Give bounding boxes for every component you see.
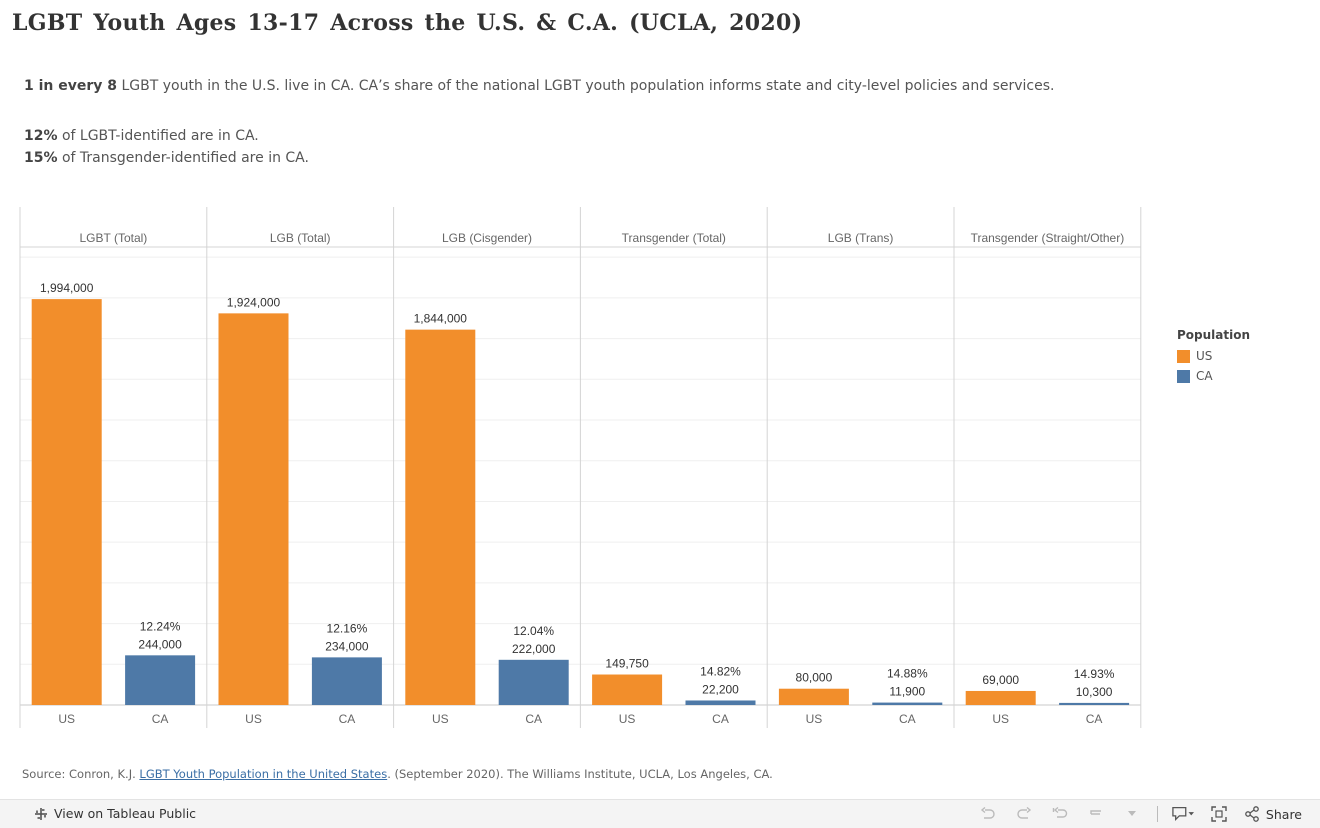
x-tick-label-ca: CA: [1086, 712, 1103, 726]
data-label-us: 149,750: [605, 657, 649, 671]
tableau-logo-icon: [35, 807, 47, 820]
share-icon: [1245, 806, 1259, 822]
stat-transgender-text: of Transgender-identified are in CA.: [57, 150, 309, 166]
source-link[interactable]: LGBT Youth Population in the United Stat…: [139, 767, 388, 781]
undo-icon[interactable]: [977, 804, 999, 824]
legend-label-us: US: [1196, 349, 1213, 363]
bar-ca: [685, 700, 756, 705]
view-on-tableau-button[interactable]: View on Tableau Public: [34, 806, 196, 821]
stat-lgbt-pct: 12%: [24, 128, 58, 144]
dashboard-title: LGBT Youth Ages 13-17 Across the U.S. & …: [12, 10, 803, 36]
data-label-ca-pct: 12.04%: [513, 624, 554, 638]
data-label-ca: 22,200: [702, 682, 739, 696]
data-label-us: 1,844,000: [414, 312, 468, 326]
data-label-ca-pct: 12.16%: [327, 621, 368, 635]
chevron-down-icon[interactable]: [1121, 804, 1143, 824]
legend-item-us[interactable]: US: [1177, 346, 1250, 366]
refresh-icon[interactable]: [1085, 804, 1107, 824]
revert-icon[interactable]: [1049, 804, 1071, 824]
panel-header-label: LGB (Cisgender): [442, 231, 532, 245]
legend-swatch-ca: [1177, 369, 1190, 383]
data-label-ca-pct: 14.82%: [700, 664, 741, 678]
share-label: Share: [1265, 806, 1302, 822]
x-tick-label-us: US: [58, 712, 75, 726]
data-label-ca-pct: 14.93%: [1074, 667, 1115, 681]
legend-label-ca: CA: [1196, 369, 1213, 383]
legend-item-ca[interactable]: CA: [1177, 366, 1250, 386]
panel-header-label: LGBT (Total): [79, 231, 147, 245]
data-label-ca-pct: 12.24%: [140, 619, 181, 633]
bar-chart: LGBT (Total) 1,994,000 244,000 12.24% US CA LG…: [19, 207, 1142, 728]
bar-ca: [498, 659, 569, 705]
legend: Population US CA: [1177, 328, 1250, 386]
stat-lgbt-text: of LGBT-identified are in CA.: [57, 128, 259, 144]
data-label-us: 1,924,000: [227, 295, 281, 309]
source-citation: Source: Conron, K.J. LGBT Youth Populati…: [22, 767, 773, 781]
x-tick-label-us: US: [245, 712, 262, 726]
x-tick-label-us: US: [619, 712, 636, 726]
data-label-us: 69,000: [982, 673, 1019, 687]
x-tick-label-ca: CA: [525, 712, 542, 726]
panel-header-label: LGB (Trans): [828, 231, 894, 245]
bar-us: [31, 299, 102, 705]
x-tick-label-ca: CA: [339, 712, 356, 726]
share-button[interactable]: Share: [1244, 806, 1302, 822]
x-tick-label-ca: CA: [712, 712, 729, 726]
bar-ca: [125, 655, 196, 705]
source-suffix: . (September 2020). The Williams Institu…: [387, 767, 773, 781]
intro-text: 1 in every 8 LGBT youth in the U.S. live…: [24, 78, 1054, 94]
data-label-ca: 234,000: [325, 639, 369, 653]
bar-us: [778, 688, 849, 705]
intro-body: LGBT youth in the U.S. live in CA. CA’s …: [117, 78, 1055, 94]
data-label-us: 80,000: [796, 671, 833, 685]
stat-transgender: 15% of Transgender-identified are in CA.: [24, 150, 309, 166]
legend-swatch-us: [1177, 349, 1190, 363]
bar-us: [592, 674, 663, 705]
bar-us: [218, 313, 289, 705]
data-label-ca: 222,000: [512, 642, 556, 656]
bar-us: [965, 690, 1036, 705]
data-label-ca: 10,300: [1076, 685, 1113, 699]
x-tick-label-ca: CA: [152, 712, 169, 726]
redo-icon[interactable]: [1013, 804, 1035, 824]
panel-header-label: Transgender (Straight/Other): [971, 231, 1125, 245]
x-tick-label-us: US: [432, 712, 449, 726]
bar-ca: [872, 702, 943, 705]
data-label-ca: 244,000: [138, 637, 182, 651]
toolbar-divider: [1156, 806, 1158, 822]
x-tick-label-us: US: [806, 712, 823, 726]
tableau-toolbar: View on Tableau Public Share: [0, 799, 1320, 828]
panel-header-label: LGB (Total): [270, 231, 331, 245]
fullscreen-icon[interactable]: [1208, 804, 1230, 824]
stat-transgender-pct: 15%: [24, 150, 58, 166]
intro-bold: 1 in every 8: [24, 78, 118, 94]
stat-lgbt: 12% of LGBT-identified are in CA.: [24, 128, 259, 144]
bar-ca: [1059, 702, 1130, 705]
data-label-us: 1,994,000: [40, 281, 94, 295]
legend-title: Population: [1177, 328, 1251, 342]
bar-ca: [311, 657, 382, 705]
data-label-ca: 11,900: [889, 685, 925, 699]
bar-us: [405, 329, 476, 705]
source-prefix: Source: Conron, K.J.: [22, 767, 140, 781]
comment-icon[interactable]: [1172, 804, 1194, 824]
panel-header-label: Transgender (Total): [622, 231, 726, 245]
x-tick-label-us: US: [992, 712, 1009, 726]
x-tick-label-ca: CA: [899, 712, 916, 726]
view-on-tableau-label: View on Tableau Public: [54, 806, 197, 821]
data-label-ca-pct: 14.88%: [887, 667, 928, 681]
